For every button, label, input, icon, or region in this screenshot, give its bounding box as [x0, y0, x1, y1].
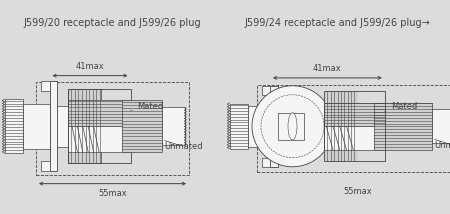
Bar [262, 86, 270, 95]
Ellipse shape [288, 113, 297, 140]
Text: 41max: 41max [76, 62, 104, 71]
Bar [432, 109, 450, 143]
Bar [36, 82, 189, 175]
Text: J599/24 receptacle and J599/26 plug→: J599/24 receptacle and J599/26 plug→ [245, 18, 430, 28]
Text: Mated: Mated [385, 101, 418, 112]
Bar [262, 158, 270, 167]
Text: 41max: 41max [313, 64, 342, 73]
Bar [324, 91, 358, 161]
Bar [58, 106, 72, 147]
Bar [40, 161, 50, 171]
Text: 55max: 55max [343, 187, 372, 196]
Text: Unmated: Unmated [434, 140, 450, 150]
Text: 55max: 55max [98, 189, 127, 198]
Circle shape [252, 86, 333, 167]
Bar [324, 103, 385, 126]
Bar [122, 100, 162, 152]
Text: J599/20 receptacle and J599/26 plug: J599/20 receptacle and J599/26 plug [24, 18, 201, 28]
Bar [324, 91, 385, 161]
Bar [4, 99, 22, 153]
Text: Mated: Mated [130, 101, 163, 110]
Bar [256, 85, 450, 172]
Bar [162, 107, 184, 145]
Bar [40, 81, 50, 91]
Bar [324, 126, 385, 150]
Bar [68, 126, 130, 152]
Bar [230, 104, 248, 149]
Bar [68, 100, 130, 126]
Text: Unmated: Unmated [164, 141, 203, 151]
Bar [270, 86, 278, 167]
Bar [68, 89, 101, 163]
Bar [50, 81, 58, 171]
Bar [248, 106, 270, 147]
Bar [22, 104, 50, 149]
Bar [68, 89, 130, 163]
Bar [278, 113, 304, 140]
Bar [374, 103, 432, 150]
